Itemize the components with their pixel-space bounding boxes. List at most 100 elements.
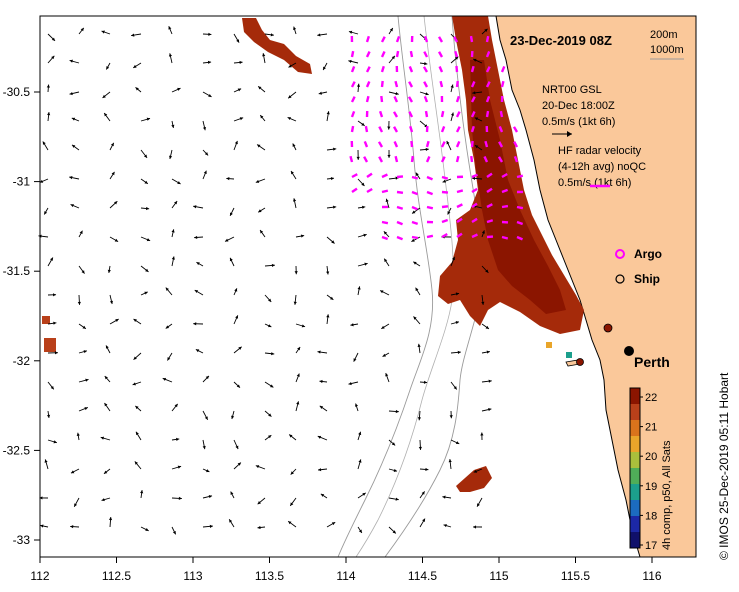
model-vector-head (207, 60, 212, 64)
model-vector-head (145, 528, 149, 531)
radar-vector (455, 80, 459, 88)
radar-vector (396, 205, 404, 210)
x-tick-label: 112.5 (102, 569, 131, 583)
colorbar-tick-label: 19 (645, 481, 657, 493)
radar-vector (423, 51, 429, 58)
model-vector-head (357, 286, 361, 290)
model-vector-head (477, 503, 480, 507)
radar-vector (485, 81, 491, 88)
radar-vector (456, 189, 464, 194)
radar-vector (407, 96, 414, 103)
model-vector-head (133, 356, 137, 360)
model-vector-head (203, 170, 207, 175)
sst-colorbar: 22 21 20 19 18 17 (629, 387, 657, 552)
model-vector-head (387, 126, 391, 130)
model-vector-head (52, 293, 57, 297)
model-vector-head (143, 154, 148, 158)
radar-vector (365, 95, 370, 103)
radar-vector (395, 35, 401, 43)
model-vector-head (177, 181, 181, 185)
radar-vector (365, 81, 371, 88)
radar-vector (350, 110, 356, 118)
radar-vector (378, 110, 384, 118)
radar-vector (486, 172, 493, 178)
model-vector-head (318, 468, 322, 472)
model-vector-head (194, 235, 198, 240)
colorbar-tick-label: 20 (645, 451, 657, 463)
model-vector-head (323, 66, 326, 71)
model-vector-head (294, 271, 298, 275)
radar-vector (424, 110, 429, 118)
y-tick-label: -31 (13, 175, 31, 189)
radar-vector (483, 156, 489, 163)
radar-vector (409, 50, 414, 58)
model-vector-head (364, 262, 368, 266)
radar-vector (471, 217, 478, 224)
model-vector-head (206, 469, 210, 473)
model-vector-head (260, 230, 264, 234)
radar-vector (423, 95, 429, 103)
model-vector-head (168, 26, 172, 30)
radar-vector (425, 156, 431, 163)
model-vector-head (417, 343, 421, 348)
model-vector-head (70, 470, 75, 474)
model-vector-head (473, 469, 478, 473)
model-vector-head (267, 324, 272, 328)
model-vector-head (415, 172, 419, 176)
model-vector-head (104, 402, 108, 407)
model-vector-head (193, 205, 197, 209)
model-vector-head (79, 230, 83, 235)
model-vector-head (131, 33, 135, 37)
radar-vector (471, 233, 478, 239)
radar-vector (441, 190, 449, 194)
isobath-label-1000m: 1000m (650, 44, 684, 56)
model-vector-head (208, 494, 213, 499)
model-vector-head (51, 37, 56, 41)
model-vector-head (473, 525, 477, 529)
model-vector-head (331, 240, 335, 244)
model-vector-head (356, 83, 361, 87)
model-vector-head (453, 386, 457, 390)
model-vector-head (176, 437, 180, 441)
radar-vector (455, 65, 459, 73)
radar-vector (425, 140, 430, 148)
x-tick-label: 116 (642, 569, 661, 583)
radar-vector (381, 189, 389, 194)
model-vector-head (297, 346, 301, 351)
model-vector-head (472, 176, 476, 180)
model-vector-head (230, 212, 233, 216)
model-vector-head (204, 152, 209, 156)
model-legend-line1: NRT00 GSL (542, 84, 602, 96)
model-vector-head (290, 471, 294, 475)
radar-vector (411, 175, 419, 180)
model-vector-head (474, 145, 479, 149)
model-vector-head (380, 290, 384, 294)
model-vector-head (450, 84, 454, 88)
model-current-vectors (38, 26, 492, 535)
model-vector-head (255, 465, 260, 469)
x-tick-label: 113 (183, 569, 202, 583)
model-vector-head (106, 66, 110, 70)
model-vector-head (236, 39, 240, 43)
radar-vector (501, 188, 509, 194)
model-vector-head (288, 64, 292, 68)
model-vector-head (292, 143, 296, 147)
radar-vector (380, 65, 385, 73)
radar-vector (485, 110, 490, 118)
radar-vector (380, 51, 386, 58)
model-vector-head (395, 92, 399, 96)
model-vector-head (47, 112, 51, 116)
model-vector-head (455, 441, 460, 445)
radar-vector (437, 36, 444, 43)
model-vector-head (115, 319, 119, 322)
radar-vector (394, 155, 399, 163)
model-vector-head (362, 492, 366, 496)
model-vector-head (293, 26, 297, 30)
radar-vector (440, 110, 445, 118)
imos-credit: © IMOS 25-Dec-2019 05:11 Hobart (717, 372, 731, 560)
model-vector-head (348, 381, 352, 386)
model-vector-head (177, 465, 182, 469)
radar-vector (441, 175, 449, 180)
radar-vector (422, 66, 429, 73)
